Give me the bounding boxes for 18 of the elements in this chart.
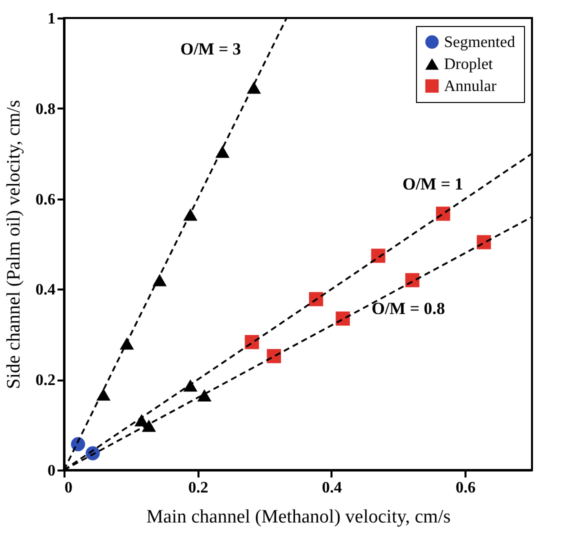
x-tick-label: 0.6 — [456, 480, 476, 496]
legend-label: Annular — [444, 78, 498, 95]
y-tick-label: 0.2 — [36, 372, 56, 390]
y-tick-label: 0.4 — [36, 282, 56, 299]
annotation: O/M = 3 — [180, 40, 242, 59]
y-tick-label: 0.8 — [36, 100, 56, 118]
legend-label: Segmented — [444, 34, 516, 51]
annotation: O/M = 0.8 — [372, 298, 446, 318]
y-axis-title: Side channel (Palm oil) velocity, cm/s — [4, 100, 24, 389]
y-tick-label: 0.6 — [36, 191, 56, 208]
x-axis-title: Main channel (Methanol) velocity, cm/s — [146, 506, 451, 528]
y-tick-label: 0 — [48, 462, 56, 480]
x-tick-label: 0.2 — [188, 480, 208, 496]
y-tick-label: 1 — [48, 10, 56, 28]
x-tick-label: 0.4 — [322, 480, 342, 496]
legend-label: Droplet — [444, 56, 494, 73]
x-tick-label: 0 — [64, 480, 72, 496]
annotation: O/M = 1 — [402, 174, 464, 194]
